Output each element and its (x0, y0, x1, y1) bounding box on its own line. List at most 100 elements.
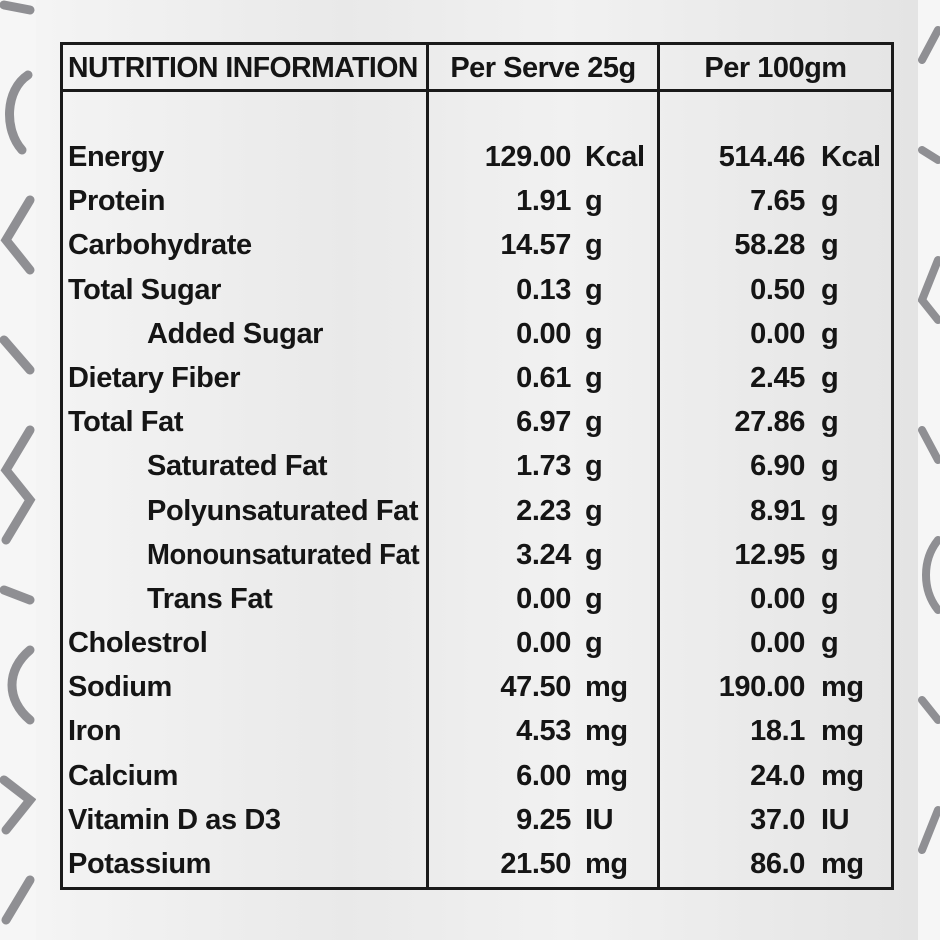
per-100g-value: 27.86 (734, 406, 805, 439)
per-serve-value: 21.50 (500, 848, 571, 880)
table-row: Cholestrol 0.00 g 0.00 g (63, 621, 891, 665)
table-row: Polyunsaturated Fat 2.23 g 8.91 g (63, 489, 891, 533)
per-100g-unit: g (821, 450, 839, 483)
right-decorative-border (918, 0, 940, 940)
per-serve-unit: g (585, 317, 603, 350)
per-serve-value: 3.24 (516, 538, 571, 571)
per-serve-unit: mg (585, 671, 628, 704)
per-100g-unit: IU (821, 803, 850, 836)
nutrient-name: Total Sugar (68, 273, 221, 306)
per-serve-value: 1.73 (516, 450, 571, 483)
per-serve-value: 1.91 (516, 185, 571, 218)
table-row: Iron 4.53 mg 18.1 mg (63, 709, 891, 753)
per-100g-value: 6.90 (750, 450, 805, 483)
nutrient-rows: Energy 129.00 Kcal 514.46 Kcal Protein 1… (63, 135, 891, 886)
per-serve-unit: g (585, 494, 603, 527)
nutrient-name: Calcium (68, 759, 179, 792)
table-row: Vitamin D as D3 9.25 IU 37.0 IU (63, 798, 891, 842)
per-serve-value: 0.61 (516, 361, 571, 394)
per-serve-unit: g (585, 582, 603, 615)
nutrition-table: NUTRITION INFORMATION Per Serve 25g Per … (60, 42, 894, 890)
per-100g-value: 0.00 (750, 627, 805, 660)
per-100g-unit: mg (821, 759, 864, 792)
per-serve-unit: g (585, 627, 603, 660)
nutrient-name: Trans Fat (147, 582, 273, 615)
per-100g-unit: mg (821, 671, 864, 704)
table-row: Total Sugar 0.13 g 0.50 g (63, 268, 891, 312)
per-100g-value: 190.00 (718, 671, 806, 704)
per-100g-unit: g (821, 406, 839, 439)
per-serve-unit: g (585, 361, 603, 394)
table-row: Sodium 47.50 mg 190.00 mg (63, 665, 891, 709)
per-serve-unit: g (585, 185, 603, 218)
nutrient-name: Cholestrol (68, 627, 208, 660)
nutrient-name: Saturated Fat (147, 450, 328, 483)
per-100g-unit: g (821, 582, 839, 615)
per-serve-unit: g (585, 406, 603, 439)
per-100g-unit: g (821, 273, 839, 306)
per-100g-value: 514.46 (718, 141, 806, 173)
header-per-serve: Per Serve 25g (450, 52, 636, 84)
per-serve-unit: mg (585, 715, 628, 748)
column-divider (657, 45, 660, 887)
per-100g-value: 18.1 (750, 715, 805, 748)
table-row: Monounsaturated Fat 3.24 g 12.95 g (63, 533, 891, 577)
per-100g-unit: g (821, 627, 839, 660)
per-serve-value: 0.00 (516, 317, 571, 350)
per-serve-value: 0.13 (516, 273, 571, 306)
per-serve-unit: g (585, 273, 603, 306)
per-serve-value: 14.57 (500, 229, 571, 262)
header-per-100g: Per 100gm (704, 52, 847, 84)
per-serve-unit: IU (585, 803, 614, 836)
per-serve-value: 2.23 (516, 494, 571, 527)
nutrient-name: Total Fat (68, 406, 184, 439)
per-serve-value: 9.25 (516, 803, 571, 836)
table-row: Added Sugar 0.00 g 0.00 g (63, 312, 891, 356)
per-100g-value: 24.0 (750, 759, 805, 792)
per-100g-value: 7.65 (750, 185, 805, 218)
left-decorative-border (0, 0, 36, 940)
per-100g-value: 0.50 (750, 273, 805, 306)
per-serve-unit: g (585, 538, 603, 571)
per-100g-value: 0.00 (750, 582, 805, 615)
per-100g-value: 12.95 (734, 538, 805, 571)
header-nutrition-information: NUTRITION INFORMATION (68, 52, 418, 84)
right-pattern-icon (918, 26, 940, 854)
per-serve-value: 0.00 (516, 582, 571, 615)
label-background (36, 0, 918, 940)
per-100g-value: 2.45 (750, 361, 805, 394)
table-row: Total Fat 6.97 g 27.86 g (63, 400, 891, 444)
nutrient-name: Polyunsaturated Fat (147, 494, 419, 527)
nutrient-name: Potassium (68, 848, 212, 880)
nutrient-name: Sodium (68, 671, 172, 704)
per-serve-value: 4.53 (516, 715, 571, 748)
table-row: Calcium 6.00 mg 24.0 mg (63, 754, 891, 798)
per-100g-value: 37.0 (750, 803, 805, 836)
per-100g-unit: g (821, 361, 839, 394)
column-divider (426, 45, 429, 887)
per-100g-unit: Kcal (821, 141, 881, 173)
per-serve-value: 47.50 (500, 671, 571, 704)
per-100g-value: 86.0 (750, 848, 805, 880)
per-serve-value: 129.00 (484, 141, 572, 173)
per-100g-unit: mg (821, 848, 864, 880)
header-divider (63, 89, 891, 92)
per-100g-unit: mg (821, 715, 864, 748)
table-row: Potassium 21.50 mg 86.0 mg (63, 842, 891, 886)
nutrient-name: Iron (68, 715, 122, 748)
nutrient-name: Monounsaturated Fat (147, 538, 420, 571)
per-serve-value: 0.00 (516, 627, 571, 660)
table-row: Dietary Fiber 0.61 g 2.45 g (63, 356, 891, 400)
per-serve-unit: Kcal (585, 141, 645, 173)
nutrient-name: Added Sugar (147, 317, 324, 350)
per-100g-value: 0.00 (750, 317, 805, 350)
nutrient-name: Protein (68, 185, 166, 218)
per-serve-value: 6.97 (516, 406, 571, 439)
per-serve-unit: mg (585, 848, 628, 880)
per-100g-unit: g (821, 494, 839, 527)
table-row: Trans Fat 0.00 g 0.00 g (63, 577, 891, 621)
nutrient-name: Vitamin D as D3 (68, 803, 281, 836)
per-100g-value: 58.28 (734, 229, 805, 262)
per-100g-unit: g (821, 538, 839, 571)
nutrient-name: Dietary Fiber (68, 361, 241, 394)
